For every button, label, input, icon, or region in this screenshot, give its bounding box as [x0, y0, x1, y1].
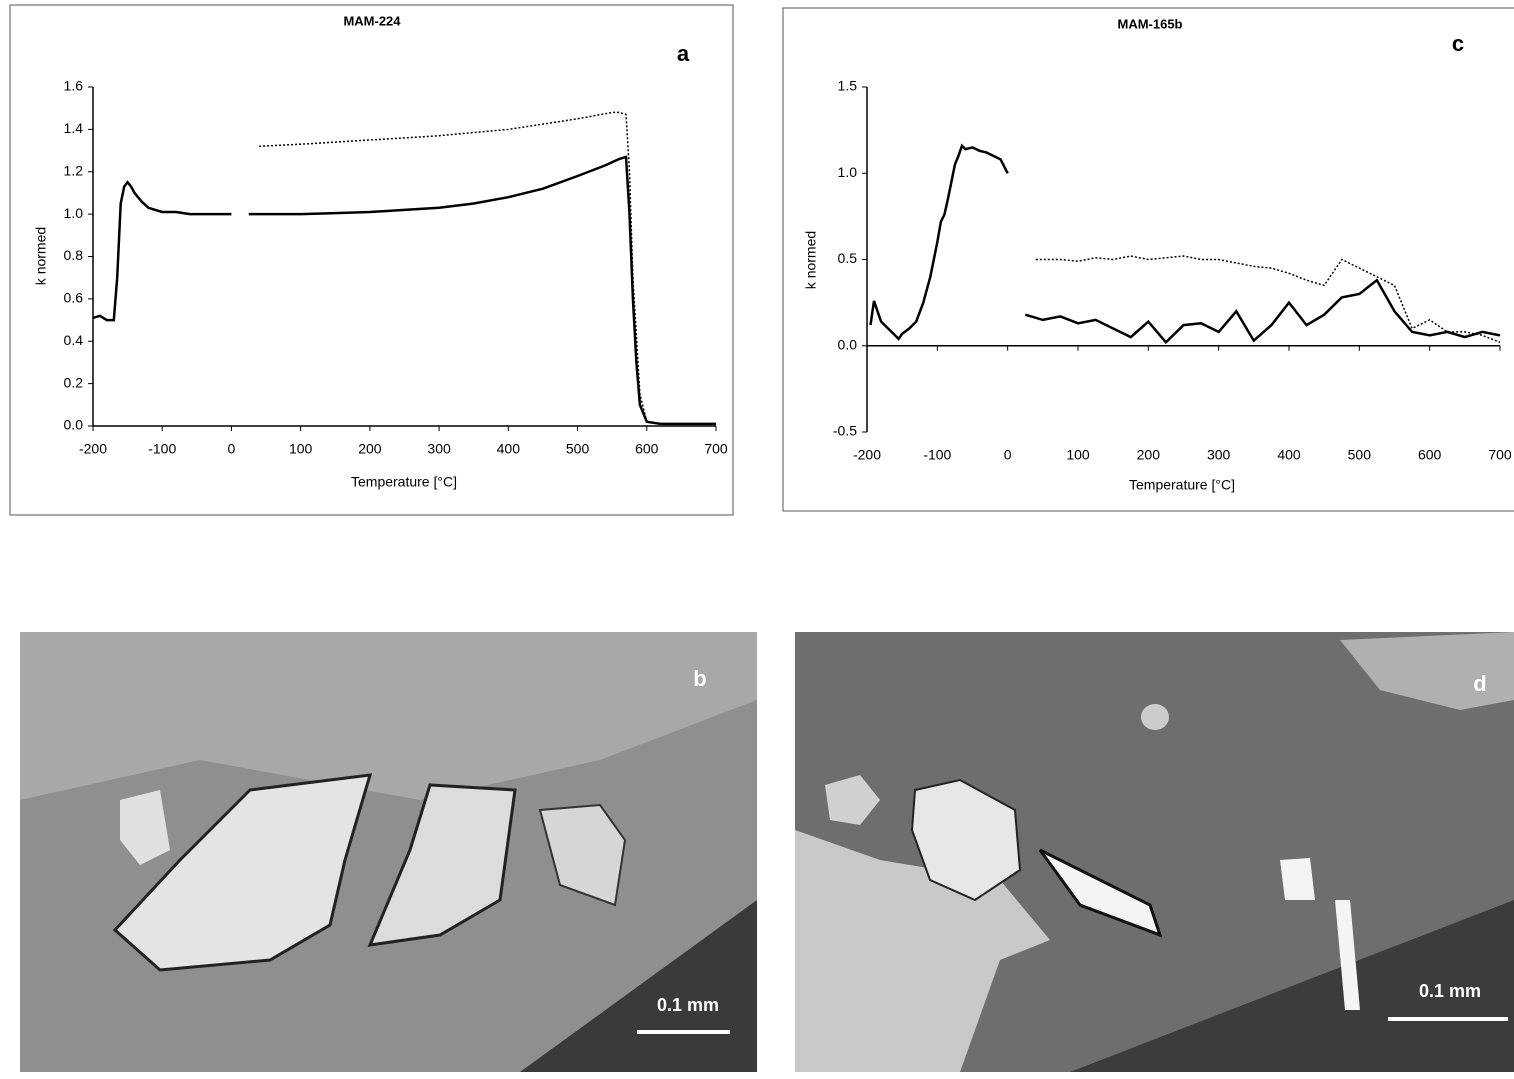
y-axis-label: k normed — [33, 227, 49, 285]
y-tick-label: -0.5 — [833, 423, 857, 439]
y-tick-label: 0.6 — [64, 290, 84, 306]
x-tick-label: 200 — [1137, 447, 1161, 463]
data-line — [871, 146, 1008, 339]
x-tick-label: -200 — [853, 447, 881, 463]
y-tick-label: 0.2 — [64, 374, 84, 390]
y-tick-label: 1.0 — [64, 205, 84, 221]
x-tick-label: 700 — [1488, 447, 1512, 463]
y-axis-label: k normed — [803, 231, 819, 289]
y-tick-label: 0.8 — [64, 247, 84, 263]
y-tick-label: 1.4 — [64, 120, 84, 136]
panel-label: b — [693, 666, 706, 691]
x-tick-label: 400 — [497, 441, 521, 457]
x-axis-label: Temperature [°C] — [1129, 477, 1235, 493]
data-line — [259, 112, 647, 421]
x-tick-label: 700 — [704, 441, 728, 457]
x-tick-label: 500 — [566, 441, 590, 457]
data-line — [249, 157, 716, 424]
y-tick-label: 0.0 — [838, 336, 858, 352]
y-tick-label: 1.5 — [838, 78, 858, 94]
x-tick-label: 500 — [1348, 447, 1372, 463]
x-tick-label: -100 — [923, 447, 951, 463]
x-tick-label: 100 — [289, 441, 313, 457]
scale-bar-label: 0.1 mm — [657, 995, 719, 1015]
data-line — [93, 182, 231, 320]
y-tick-label: 0.5 — [838, 250, 858, 266]
x-tick-label: 600 — [635, 441, 659, 457]
y-tick-label: 1.6 — [64, 78, 84, 94]
panel-label: d — [1473, 671, 1486, 696]
x-tick-label: 300 — [1207, 447, 1231, 463]
panel-label: a — [677, 41, 690, 66]
x-tick-label: -100 — [148, 441, 176, 457]
chart-title: MAM-224 — [343, 13, 401, 28]
y-tick-label: 1.0 — [838, 164, 858, 180]
y-tick-label: 1.2 — [64, 162, 84, 178]
y-tick-label: 0.4 — [64, 332, 84, 348]
photo-b — [20, 632, 757, 1072]
y-tick-label: 0.0 — [64, 417, 84, 433]
panel-label: c — [1452, 31, 1464, 56]
x-tick-label: 400 — [1277, 447, 1301, 463]
figure: b 0.1 mm d 0.1 mm MAM-224 a Temperature [°… — [0, 0, 1514, 1074]
data-line — [1025, 280, 1500, 342]
scale-bar-label: 0.1 mm — [1419, 981, 1481, 1001]
photo-d — [795, 632, 1514, 1072]
x-tick-label: -200 — [79, 441, 107, 457]
x-tick-label: 100 — [1066, 447, 1090, 463]
x-tick-label: 0 — [1004, 447, 1012, 463]
x-axis-label: Temperature [°C] — [351, 474, 457, 490]
x-tick-label: 300 — [427, 441, 451, 457]
x-tick-label: 200 — [358, 441, 382, 457]
x-tick-label: 0 — [228, 441, 236, 457]
x-tick-label: 600 — [1418, 447, 1442, 463]
chart-title: MAM-165b — [1117, 16, 1182, 31]
